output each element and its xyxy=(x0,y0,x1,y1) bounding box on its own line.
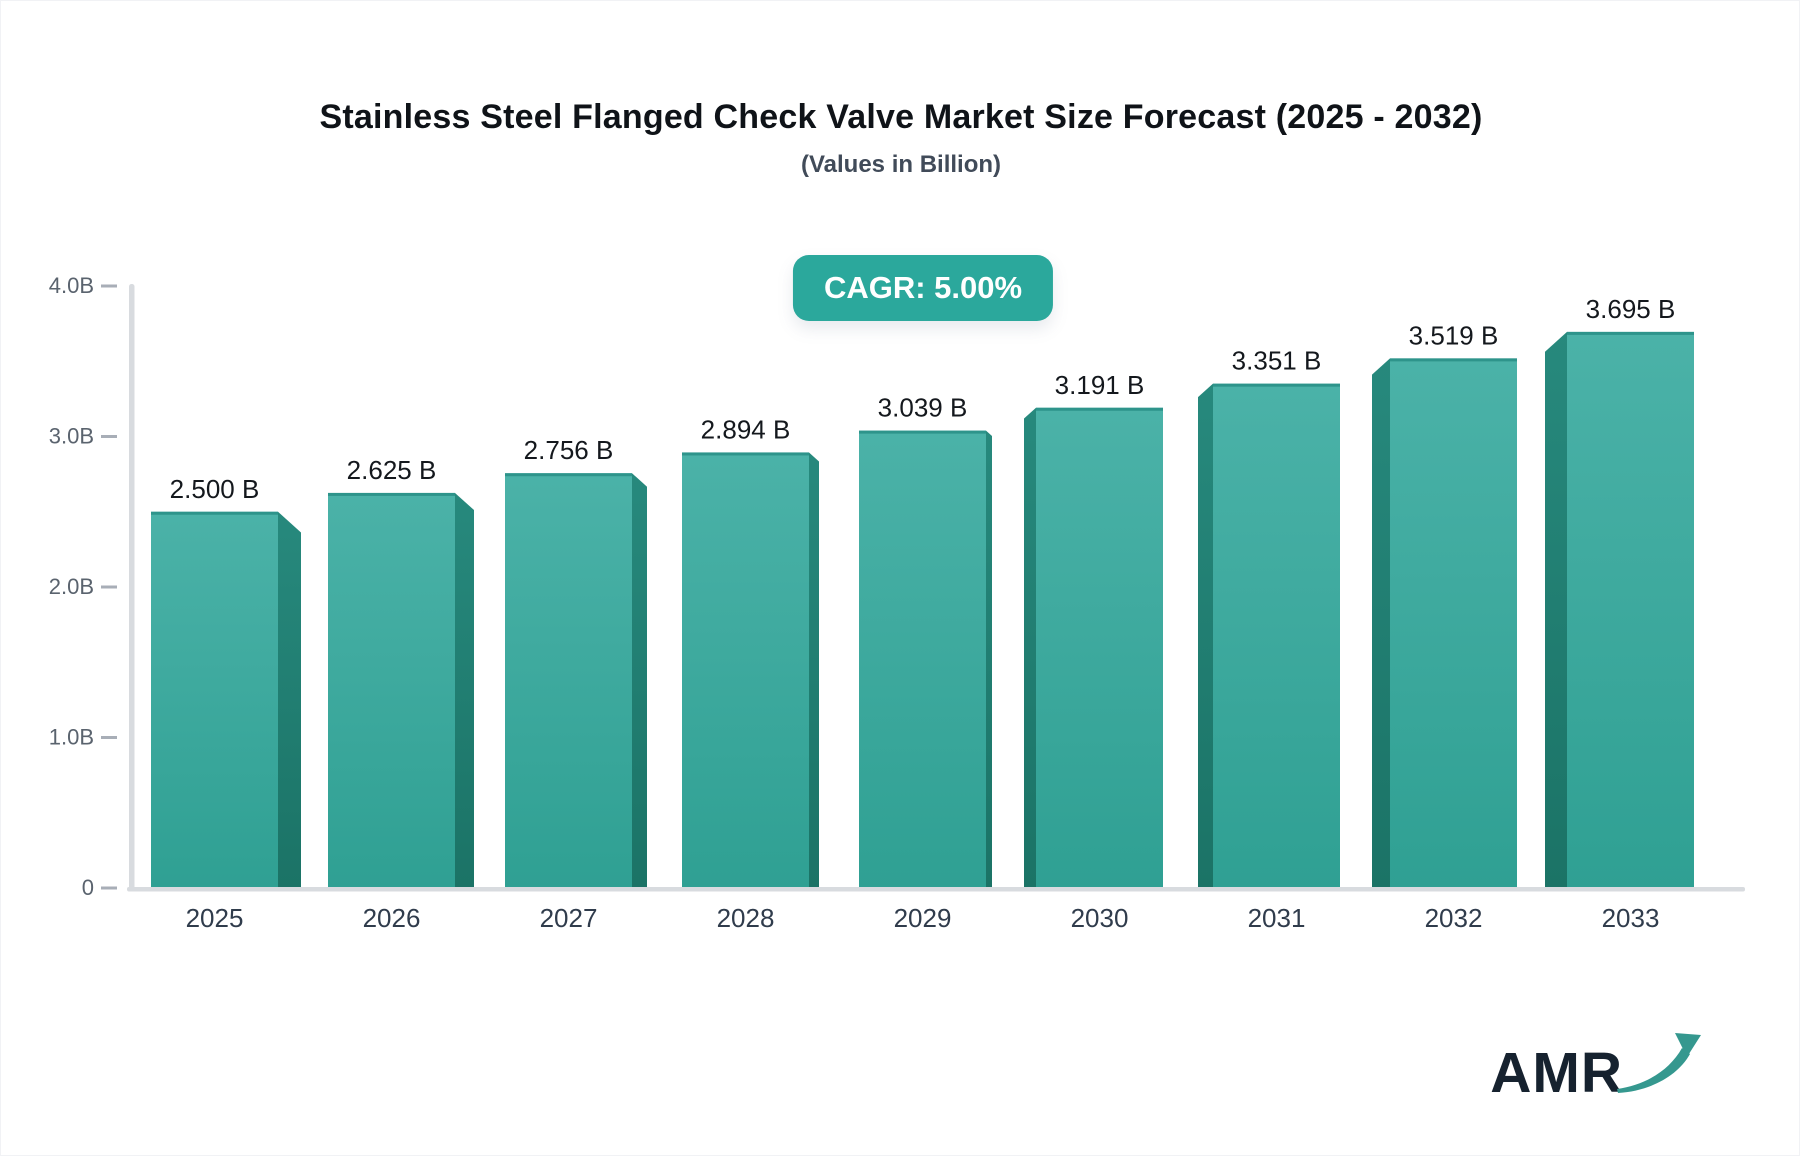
y-tick-label: 3.0B xyxy=(49,424,94,449)
bar-group-2033: 3.695 B 2033 xyxy=(1545,294,1694,933)
bar-side-face xyxy=(1024,407,1036,888)
chart-title: Stainless Steel Flanged Check Valve Mark… xyxy=(319,98,1483,136)
bar-front-face xyxy=(151,511,278,888)
bar-top-edge xyxy=(1036,407,1163,411)
bar-value-label: 2.625 B xyxy=(347,455,437,485)
bar-group-2027: 2.756 B 2027 xyxy=(505,435,647,933)
bar-top-edge xyxy=(859,430,986,434)
y-tick xyxy=(101,736,117,739)
bar-front-face xyxy=(1567,331,1694,889)
x-axis-label: 2027 xyxy=(540,903,598,933)
y-tick xyxy=(101,435,117,438)
amr-logo: AMR xyxy=(1490,1027,1703,1105)
bar-side-face xyxy=(278,511,301,888)
bar-value-label: 3.519 B xyxy=(1409,320,1499,350)
bar-value-label: 2.756 B xyxy=(524,435,614,465)
y-tick-label: 1.0B xyxy=(49,725,94,750)
chart-subtitle: (Values in Billion) xyxy=(800,151,1002,178)
bar-side-face xyxy=(455,492,474,888)
bar-top-edge xyxy=(682,452,809,456)
bar-group-2028: 2.894 B 2028 xyxy=(682,414,819,933)
bar-value-label: 3.695 B xyxy=(1586,294,1676,324)
bar-value-label: 2.500 B xyxy=(170,474,260,504)
bar-value-label: 3.191 B xyxy=(1055,370,1145,400)
bar-front-face xyxy=(328,492,455,888)
x-axis-label: 2029 xyxy=(894,903,952,933)
bar-side-face xyxy=(632,473,647,888)
bar-group-2030: 3.191 B 2030 xyxy=(1024,370,1163,933)
y-tick xyxy=(101,886,117,890)
bar-group-2026: 2.625 B 2026 xyxy=(328,455,474,933)
x-axis-label: 2030 xyxy=(1071,903,1129,933)
bar-top-edge xyxy=(1567,331,1694,335)
bar-value-label: 3.039 B xyxy=(878,393,968,423)
bar-front-face xyxy=(505,473,632,888)
bar-group-2031: 3.351 B 2031 xyxy=(1198,346,1340,933)
bar-top-edge xyxy=(505,473,632,477)
bar-front-face xyxy=(682,452,809,888)
x-axis-label: 2032 xyxy=(1425,903,1483,933)
bar-value-label: 3.351 B xyxy=(1232,346,1322,376)
bar-top-edge xyxy=(151,511,278,515)
y-tick-label: 2.0B xyxy=(49,574,94,599)
bar-side-face xyxy=(986,430,992,888)
amr-logo-text: AMR xyxy=(1490,1040,1623,1105)
x-axis-label: 2031 xyxy=(1248,903,1306,933)
bar-group-2029: 3.039 B 2029 xyxy=(859,393,992,933)
growth-arrow-icon xyxy=(1617,1033,1701,1093)
y-tick-label: 4.0B xyxy=(49,273,94,298)
bar-front-face xyxy=(1390,358,1517,888)
bar-side-face xyxy=(1198,383,1213,888)
bar-group-2025: 2.500 B 2025 xyxy=(151,474,301,933)
bar-front-face xyxy=(859,430,986,888)
y-tick-label: 0 xyxy=(82,875,94,900)
bar-front-face xyxy=(1036,407,1163,888)
bar-top-edge xyxy=(1390,358,1517,362)
cagr-badge: CAGR: 5.00% xyxy=(792,255,1054,321)
bar-side-face xyxy=(809,452,819,888)
bar-top-edge xyxy=(328,492,455,496)
bar-value-label: 2.894 B xyxy=(701,414,791,444)
bar-front-face xyxy=(1213,383,1340,888)
bar-side-face xyxy=(1545,331,1567,889)
y-axis-line xyxy=(129,284,135,891)
x-axis-label: 2026 xyxy=(363,903,421,933)
x-axis-line xyxy=(127,887,1745,892)
bar-side-face xyxy=(1372,358,1390,888)
bar-group-2032: 3.519 B 2032 xyxy=(1372,320,1517,933)
y-tick xyxy=(101,585,117,589)
bar-top-edge xyxy=(1213,383,1340,387)
x-axis-label: 2028 xyxy=(717,903,775,933)
x-axis-label: 2025 xyxy=(186,903,244,933)
y-tick xyxy=(101,284,117,288)
x-axis-label: 2033 xyxy=(1602,903,1660,933)
